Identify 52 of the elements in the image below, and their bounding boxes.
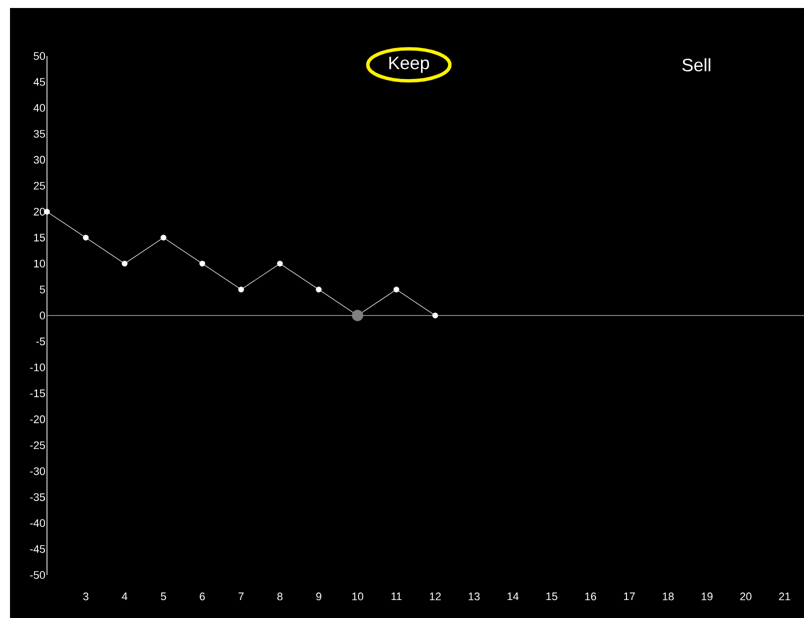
annotation: Sell	[682, 58, 710, 72]
y-tick-label: 10	[34, 260, 46, 268]
y-tick-label: -15	[30, 390, 46, 398]
y-tick-label: 20	[34, 208, 46, 216]
x-tick-label: 3	[83, 592, 88, 600]
point	[160, 234, 166, 241]
y-tick-label: -25	[30, 441, 46, 450]
y-tick-label: 30	[34, 156, 46, 164]
x-tick-label: 13	[468, 592, 480, 600]
point	[199, 260, 206, 266]
x-tick-label: 11	[392, 592, 402, 600]
x-tick-label: 9	[316, 592, 322, 600]
point	[432, 312, 438, 318]
point	[277, 260, 283, 266]
x-tick-label: 7	[238, 592, 244, 600]
point	[238, 286, 244, 292]
y-tick-label: 35	[34, 130, 46, 138]
point	[393, 286, 400, 292]
x-tick-label: 16	[585, 592, 596, 600]
y-tick-label: -40	[30, 519, 46, 527]
y-tick-label: -10	[30, 364, 46, 372]
y-tick-label: -35	[30, 493, 46, 502]
x-tick-label: 18	[662, 592, 674, 600]
x-tick-label: 4	[122, 592, 128, 600]
x-tick-label: 20	[740, 592, 752, 600]
y-tick-label: 50	[34, 52, 46, 60]
y-tick-label: -45	[30, 545, 46, 553]
x-tick-label: 15	[546, 592, 558, 600]
point	[352, 310, 364, 322]
y-tick-label: -50	[30, 571, 46, 579]
x-tick-label: 17	[624, 592, 635, 600]
y-tick-label: 45	[34, 78, 46, 86]
point	[122, 260, 128, 266]
x-tick-label: 8	[277, 592, 282, 600]
x-tick-label: 12	[430, 592, 441, 600]
y-tick-label: 40	[34, 104, 46, 112]
x-tick-label: 21	[779, 592, 790, 600]
y-tick-label: -5	[36, 338, 46, 346]
point	[82, 234, 89, 241]
y-tick-label: -30	[30, 467, 46, 476]
x-tick-label: 19	[702, 592, 713, 600]
x-tick-label: 5	[160, 592, 166, 600]
x-tick-label: 14	[508, 592, 519, 600]
point	[316, 286, 322, 292]
y-tick-label: 0	[40, 312, 46, 320]
y-tick-label: 25	[34, 182, 46, 190]
x-tick-label: 6	[200, 592, 205, 600]
annotation: Keep	[389, 56, 430, 73]
y-tick-label: -20	[30, 415, 46, 424]
y-tick-label: 5	[40, 286, 46, 294]
x-tick-label: 10	[352, 592, 364, 600]
y-tick-label: 15	[34, 234, 46, 242]
